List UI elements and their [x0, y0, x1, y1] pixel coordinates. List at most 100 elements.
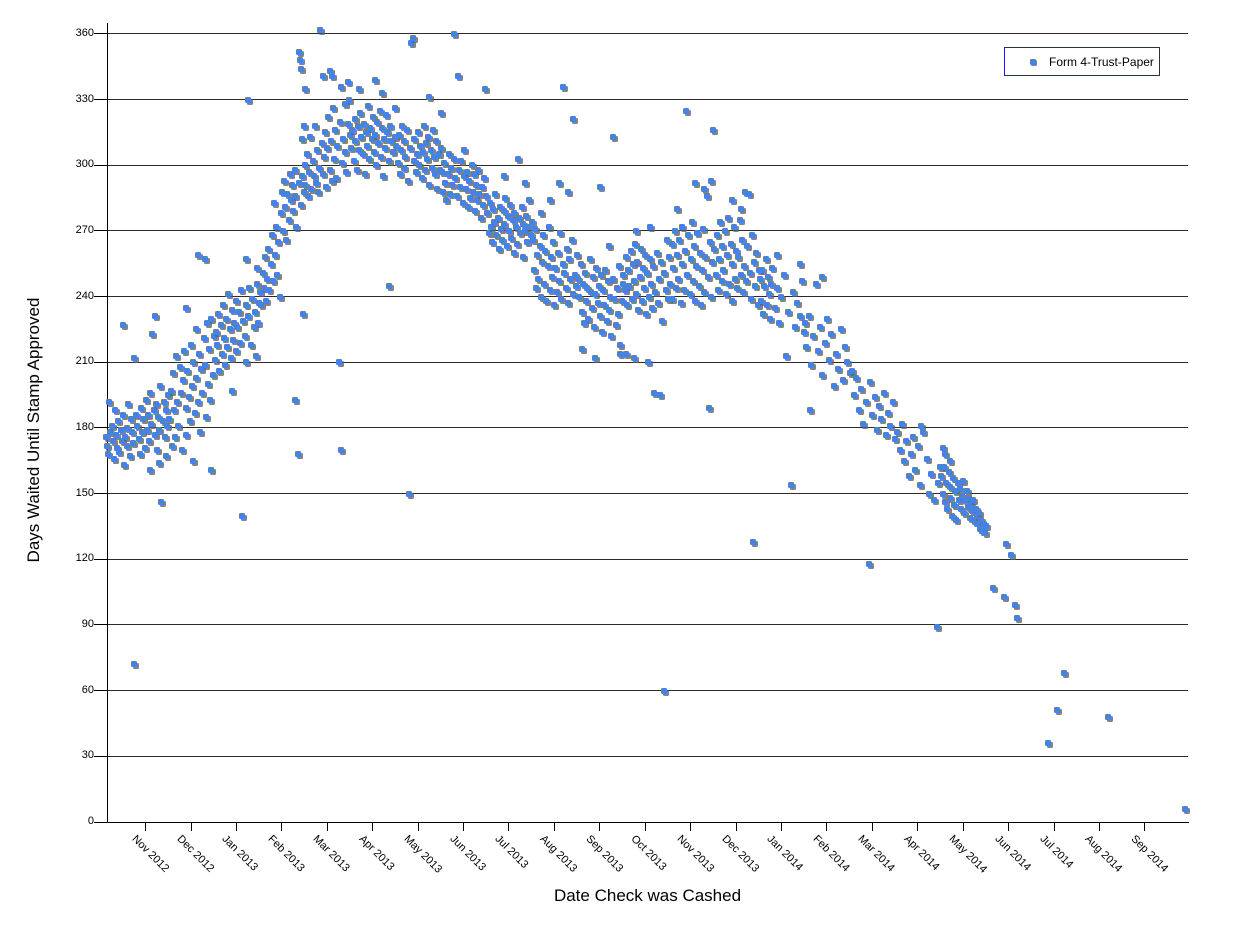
- data-point: [318, 140, 325, 147]
- data-point: [178, 389, 185, 396]
- data-point: [720, 267, 727, 274]
- data-point: [255, 319, 262, 326]
- data-point: [746, 269, 753, 276]
- data-point: [456, 184, 463, 191]
- data-point: [381, 136, 388, 143]
- data-point: [903, 438, 910, 445]
- data-point: [588, 304, 595, 311]
- x-tick: [145, 822, 147, 831]
- data-point: [132, 411, 139, 418]
- legend-label: Form 4-Trust-Paper: [1049, 54, 1154, 69]
- y-tick: [94, 755, 107, 757]
- y-tick: [94, 296, 107, 298]
- data-point: [541, 280, 548, 287]
- data-point: [495, 245, 502, 252]
- data-point: [258, 302, 265, 309]
- x-tick: [463, 822, 465, 831]
- data-point: [599, 328, 606, 335]
- data-point: [172, 433, 179, 440]
- data-point: [647, 280, 654, 287]
- gridline: [107, 493, 1188, 495]
- data-point: [622, 350, 629, 357]
- data-point: [416, 162, 423, 169]
- data-point: [459, 199, 466, 206]
- data-point: [211, 357, 218, 364]
- data-point: [703, 192, 710, 199]
- data-point: [325, 114, 332, 121]
- data-point: [465, 203, 472, 210]
- data-point: [941, 499, 948, 506]
- y-tick-label: 330: [75, 92, 94, 105]
- data-point: [710, 127, 717, 134]
- data-point: [717, 219, 724, 226]
- data-point: [178, 446, 185, 453]
- data-point: [674, 252, 680, 259]
- data-point: [355, 122, 362, 129]
- data-point: [701, 289, 708, 296]
- data-point: [302, 182, 309, 189]
- data-point: [356, 147, 363, 153]
- data-point: [465, 177, 472, 184]
- data-point: [217, 322, 224, 329]
- data-point: [443, 197, 450, 204]
- data-point: [682, 247, 689, 254]
- data-point: [168, 442, 175, 449]
- data-point: [600, 287, 607, 294]
- data-point: [912, 466, 919, 473]
- data-point: [568, 236, 575, 243]
- data-point: [597, 271, 604, 278]
- data-point: [667, 280, 674, 287]
- data-point: [455, 166, 462, 173]
- data-point: [715, 256, 722, 263]
- data-point: [138, 405, 145, 412]
- data-point: [652, 289, 659, 296]
- x-tick-label: Nov 2013: [674, 833, 716, 875]
- x-tick-label: Oct 2013: [628, 833, 669, 874]
- data-point: [502, 195, 509, 202]
- data-point: [449, 182, 456, 189]
- data-point: [173, 352, 180, 359]
- data-point: [926, 490, 933, 497]
- data-point: [366, 155, 373, 162]
- data-point: [565, 188, 571, 195]
- data-point: [844, 359, 851, 366]
- data-point: [312, 179, 319, 186]
- data-point: [297, 201, 304, 208]
- data-point: [193, 374, 200, 381]
- data-point: [241, 333, 248, 340]
- y-tick-label: 210: [75, 355, 94, 368]
- x-tick: [1098, 822, 1100, 831]
- data-point: [750, 538, 757, 545]
- legend-series-marker-icon: [1030, 58, 1036, 65]
- data-point: [923, 455, 930, 462]
- data-point: [299, 311, 306, 318]
- data-point: [878, 416, 885, 423]
- y-tick: [94, 427, 107, 429]
- data-point: [352, 138, 359, 145]
- data-point: [630, 354, 637, 361]
- data-point: [386, 282, 393, 289]
- data-point: [183, 431, 190, 438]
- data-point: [661, 269, 668, 276]
- data-point: [773, 284, 780, 291]
- data-point: [300, 122, 307, 129]
- data-point: [190, 457, 197, 464]
- data-point: [867, 379, 874, 386]
- data-point: [414, 151, 421, 158]
- data-point: [213, 328, 219, 335]
- data-point: [643, 311, 650, 318]
- data-point: [624, 267, 631, 274]
- data-point: [1013, 615, 1020, 622]
- data-point: [808, 361, 814, 368]
- data-point: [228, 306, 235, 313]
- data-point: [146, 438, 153, 445]
- data-point: [673, 284, 680, 291]
- y-tick: [94, 821, 107, 823]
- data-point: [242, 256, 249, 263]
- data-point: [123, 424, 130, 431]
- data-point: [187, 418, 194, 425]
- data-point: [484, 210, 491, 217]
- data-point: [113, 431, 120, 438]
- data-point: [798, 278, 805, 285]
- data-point: [848, 368, 855, 375]
